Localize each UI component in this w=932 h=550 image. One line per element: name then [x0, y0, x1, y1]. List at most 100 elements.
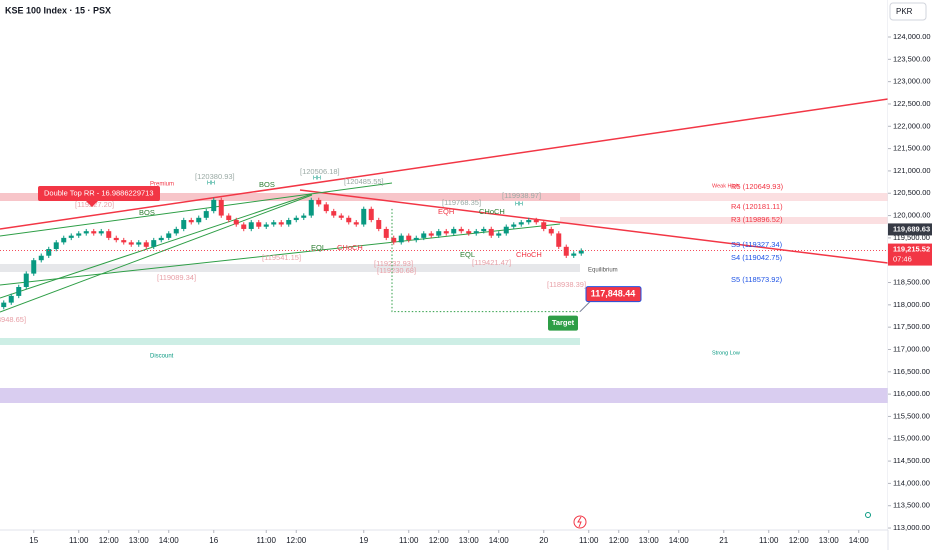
structure-label: BOS: [259, 180, 275, 189]
premium-zone: [580, 193, 888, 201]
swing-label: [119938.97]: [502, 191, 541, 200]
axes: 113,000.00 113,500.00 114,000.00 114,500.00…: [29, 32, 932, 545]
candle-body: [203, 211, 209, 218]
structure-label: BOS: [139, 208, 155, 217]
candle-body: [113, 237, 119, 241]
session-icon[interactable]: [865, 512, 871, 518]
candle-body: [368, 208, 374, 221]
candles: [0, 197, 888, 310]
last-price-label: 119,215.52: [893, 245, 930, 254]
candle-body: [158, 237, 164, 241]
candle-body: [451, 228, 457, 234]
trend-line: [0, 98, 889, 230]
candle-body: [353, 222, 359, 225]
y-tick-label: 115,000.00: [893, 434, 930, 443]
zone-label: Weak High: [712, 183, 739, 189]
annotations: Premium Discount Equilibrium Weak High S…: [0, 167, 784, 360]
pivot-label: S5 (118573.92): [731, 275, 783, 284]
candle-body: [188, 220, 194, 223]
structure-label: EQL: [311, 243, 326, 252]
structure-label: HH: [207, 180, 215, 186]
pivot-label: R4 (120181.11): [731, 202, 783, 211]
candle-body: [241, 224, 247, 229]
candle-body: [46, 249, 52, 256]
candle-body: [211, 199, 217, 212]
structure-label: CHoCH: [337, 243, 363, 252]
demand-zone: [0, 388, 888, 403]
candle-body: [466, 231, 472, 234]
candle-body: [181, 220, 187, 229]
swing-label: [118948.65]: [0, 315, 26, 324]
swing-label: [119227.20]: [75, 200, 114, 209]
candle-body: [473, 231, 479, 234]
candle-body: [226, 215, 232, 221]
pivot-label: R3 (119896.52): [731, 215, 783, 224]
candle-body: [38, 255, 44, 261]
candle-body: [91, 231, 97, 234]
candle-body: [316, 199, 322, 205]
y-tick-label: 115,500.00: [893, 411, 930, 420]
candle-body: [1, 302, 7, 308]
y-tick-label: 123,000.00: [893, 77, 931, 86]
candle-body: [173, 228, 179, 234]
candle-body: [31, 260, 37, 274]
x-tick-label: 13:00: [819, 536, 840, 545]
y-tick-label: 120,500.00: [893, 188, 931, 197]
y-tick-label: 124,000.00: [893, 32, 931, 41]
y-tick-label: 121,000.00: [893, 166, 931, 175]
trend-line: [0, 182, 393, 237]
candle-body: [166, 233, 172, 238]
candle-body: [263, 224, 269, 227]
candle-body: [143, 242, 149, 247]
candle-body: [136, 242, 142, 245]
candle-body: [8, 295, 14, 303]
swing-label: [120485.55]: [344, 177, 384, 186]
pattern-box: [38, 186, 160, 201]
candle-body: [331, 211, 337, 216]
y-tick-label: 113,500.00: [893, 501, 930, 510]
candle-body: [413, 237, 419, 241]
x-tick-label: 13:00: [639, 536, 660, 545]
candle-body: [398, 235, 404, 243]
swing-label: [119768.35]: [442, 198, 481, 207]
last-price-box: [888, 243, 932, 266]
currency-box[interactable]: [889, 2, 927, 21]
candle-body: [196, 217, 202, 223]
discount-zone: [0, 338, 580, 345]
candle-body: [376, 220, 382, 229]
structure-label: EQL: [460, 250, 475, 259]
candle-body: [248, 222, 254, 229]
event-icon[interactable]: [573, 515, 587, 529]
y-tick-label: 117,500.00: [893, 322, 930, 331]
candle-body: [256, 222, 262, 227]
swing-label: [120506.18]: [300, 167, 340, 176]
candle-body: [23, 273, 29, 287]
y-tick-label: 118,000.00: [893, 300, 930, 309]
target-price-label: 117,848.44: [591, 288, 636, 298]
event-icon: [577, 516, 582, 528]
candle-body: [436, 231, 442, 236]
structure-label: HH: [515, 201, 523, 207]
candle-body: [16, 286, 22, 296]
pivot-label: S4 (119042.75): [731, 253, 783, 262]
currency-label[interactable]: PKR: [896, 7, 913, 16]
target: 117,848.44 Target: [391, 208, 642, 331]
swing-label: [119230.68]: [377, 266, 416, 275]
candle-body: [548, 228, 554, 234]
candle-body: [361, 208, 367, 225]
y-tick-label: 117,000.00: [893, 344, 930, 353]
y-tick-label: 119,500.00: [893, 233, 930, 242]
candle-body: [383, 228, 389, 238]
y-tick-label: 114,000.00: [893, 478, 930, 487]
candle-body: [578, 250, 584, 254]
candle-body: [323, 204, 329, 212]
x-tick-label: 12:00: [789, 536, 810, 545]
x-tick-label: 14:00: [669, 536, 690, 545]
zone-label: Premium: [150, 182, 174, 188]
x-tick-label: 11:00: [759, 536, 779, 545]
candle-body: [121, 240, 127, 243]
candle-body: [556, 233, 562, 247]
pattern-pointer: [86, 201, 98, 207]
structure-label: EQH: [438, 207, 454, 216]
